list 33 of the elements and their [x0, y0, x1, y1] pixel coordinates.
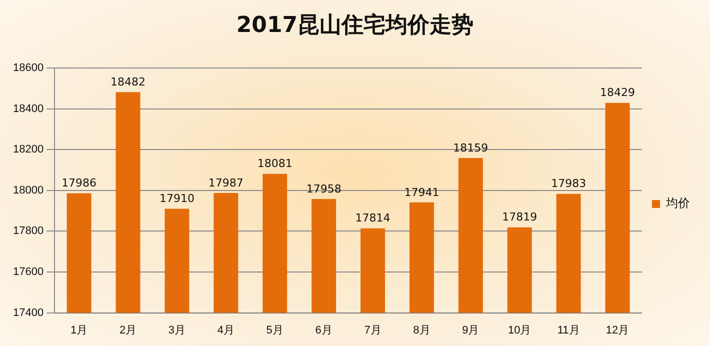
x-tick-label: 1月 — [70, 324, 88, 336]
x-tick-label: 6月 — [315, 324, 332, 336]
data-label: 18081 — [257, 157, 292, 170]
data-label: 18159 — [453, 141, 488, 154]
data-label: 17814 — [355, 212, 390, 225]
y-tick-label: 18200 — [12, 144, 44, 156]
y-tick-label: 18600 — [12, 62, 44, 74]
y-tick-label: 17400 — [12, 306, 44, 319]
chart-title: 2017昆山住宅均价走势 — [235, 12, 475, 40]
data-label: 18429 — [600, 86, 636, 100]
y-tick-label: 18400 — [12, 102, 44, 115]
x-tick-label: 11月 — [557, 324, 580, 336]
y-tick-label: 17800 — [12, 225, 44, 238]
data-label: 17987 — [208, 176, 244, 190]
data-label: 17910 — [159, 192, 194, 206]
data-label: 17983 — [551, 177, 586, 190]
x-tick-label: 12月 — [606, 324, 630, 336]
x-tick-label: 4月 — [217, 324, 234, 336]
x-tick-label: 8月 — [413, 324, 430, 336]
x-tick-label: 10月 — [508, 324, 532, 336]
y-tick-label: 17600 — [12, 266, 44, 278]
x-tick-label: 2月 — [119, 324, 137, 336]
y-tick-label: 18000 — [12, 184, 44, 196]
data-label: 17941 — [404, 186, 440, 199]
x-tick-label: 3月 — [168, 324, 186, 336]
data-label: 17819 — [502, 210, 538, 224]
legend-label: 均价 — [665, 196, 690, 210]
x-tick-label: 7月 — [364, 324, 382, 336]
data-label: 18482 — [110, 75, 146, 88]
x-tick-label: 5月 — [266, 324, 284, 336]
x-tick-label: 9月 — [462, 324, 480, 336]
data-label: 17958 — [306, 182, 342, 196]
data-label: 17986 — [62, 176, 97, 190]
